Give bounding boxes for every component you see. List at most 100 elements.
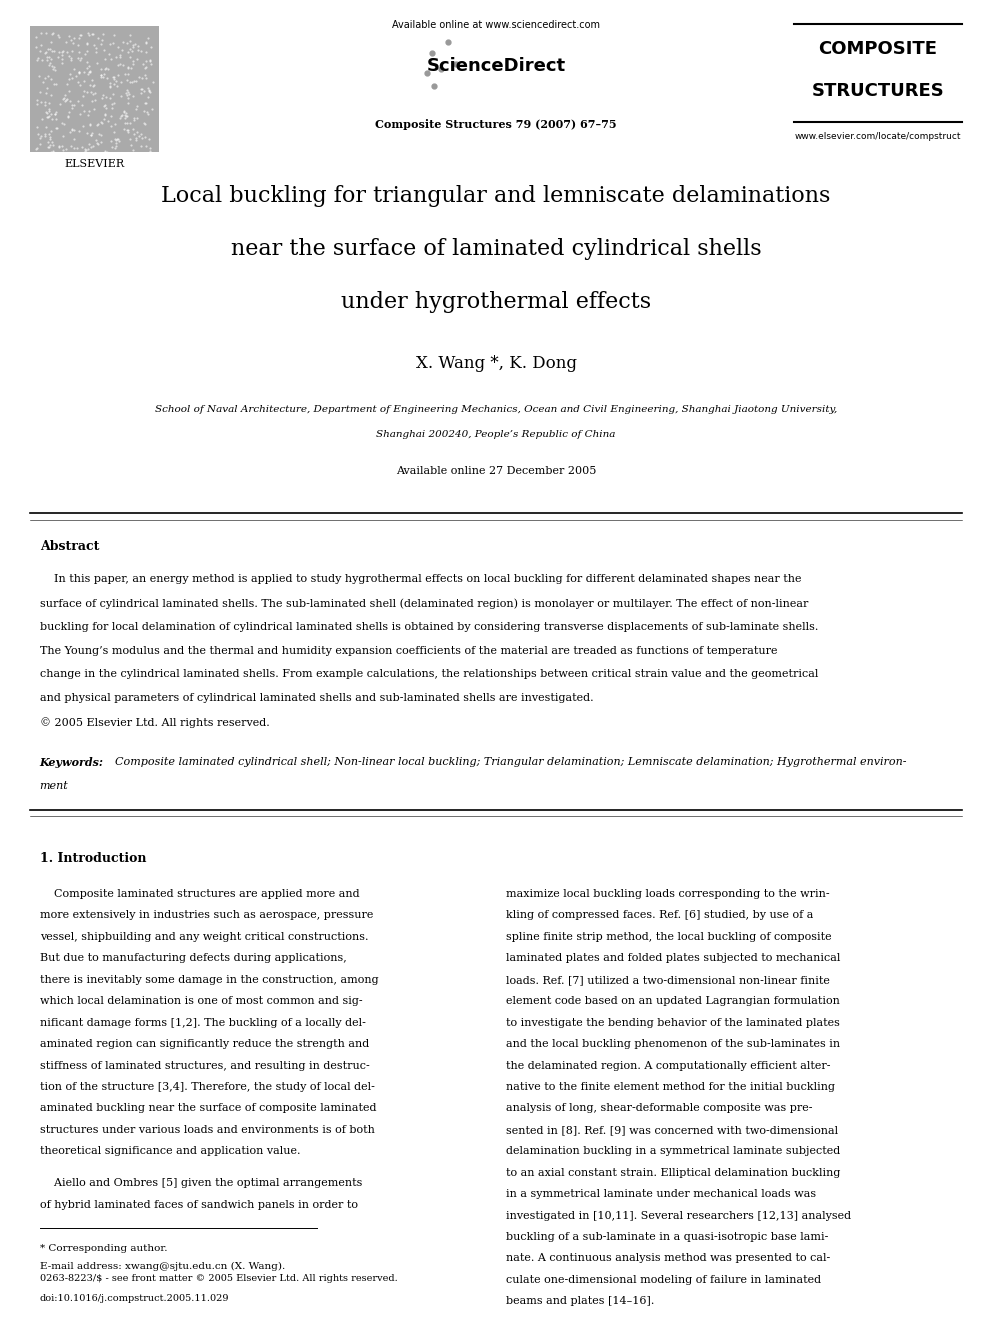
Point [104, 94, 120, 115]
Point [62, 64, 78, 85]
Point [125, 118, 141, 139]
Point [98, 97, 114, 118]
Point [64, 41, 80, 62]
Point [51, 26, 66, 48]
Point [128, 98, 144, 119]
Point [123, 128, 139, 149]
Point [138, 93, 154, 114]
Text: * Corresponding author.: * Corresponding author. [40, 1244, 168, 1253]
Text: Composite laminated structures are applied more and: Composite laminated structures are appli… [40, 889, 359, 900]
Point [102, 77, 118, 98]
Point [86, 74, 102, 95]
Point [46, 73, 62, 94]
Point [119, 112, 135, 134]
Point [133, 78, 149, 99]
Point [85, 75, 101, 97]
Point [83, 82, 99, 103]
Point [43, 38, 59, 60]
Point [95, 24, 111, 45]
Point [32, 41, 48, 62]
Point [96, 95, 112, 116]
Point [49, 118, 64, 139]
Point [77, 138, 93, 159]
Text: delamination buckling in a symmetrical laminate subjected: delamination buckling in a symmetrical l… [506, 1146, 840, 1156]
Point [44, 56, 60, 77]
Point [122, 38, 138, 60]
Point [137, 101, 153, 122]
Point [78, 140, 94, 161]
Point [93, 65, 109, 86]
Point [64, 94, 80, 115]
Text: sented in [8]. Ref. [9] was concerned with two-dimensional: sented in [8]. Ref. [9] was concerned wi… [506, 1125, 838, 1135]
Point [55, 49, 70, 70]
Point [69, 138, 85, 159]
Point [51, 25, 66, 46]
Point [85, 98, 101, 119]
Point [60, 42, 75, 64]
Point [40, 106, 56, 127]
Point [71, 28, 87, 49]
Point [137, 114, 153, 135]
Text: ment: ment [40, 781, 68, 791]
Text: COMPOSITE: COMPOSITE [818, 40, 937, 58]
Point [81, 101, 97, 122]
Point [57, 90, 72, 111]
Point [133, 135, 149, 156]
Point [79, 52, 95, 73]
Point [138, 32, 154, 53]
Text: which local delamination is one of most common and sig-: which local delamination is one of most … [40, 996, 362, 1007]
Point [46, 135, 62, 156]
Point [70, 42, 86, 64]
Point [45, 22, 61, 44]
Point [29, 49, 45, 70]
Point [112, 107, 128, 128]
Point [122, 46, 138, 67]
Point [137, 64, 153, 85]
Point [58, 139, 73, 160]
Point [43, 135, 59, 156]
Point [106, 73, 122, 94]
Point [92, 58, 108, 79]
Text: maximize local buckling loads corresponding to the wrin-: maximize local buckling loads correspond… [506, 889, 829, 900]
Point [39, 77, 55, 98]
Point [48, 103, 63, 124]
Point [61, 107, 76, 128]
Point [72, 25, 88, 46]
Point [138, 50, 154, 71]
Point [54, 112, 69, 134]
Point [55, 41, 70, 62]
Point [142, 138, 158, 159]
Point [84, 122, 100, 143]
Point [96, 64, 112, 85]
Point [44, 120, 60, 142]
Point [56, 89, 71, 110]
Point [138, 67, 154, 89]
Point [120, 64, 136, 85]
Point [40, 46, 56, 67]
Point [125, 36, 141, 57]
Text: and the local buckling phenomenon of the sub-laminates in: and the local buckling phenomenon of the… [506, 1039, 840, 1049]
Point [126, 53, 142, 74]
Point [63, 119, 79, 140]
Text: culate one-dimensional modeling of failure in laminated: culate one-dimensional modeling of failu… [506, 1275, 821, 1285]
Point [71, 120, 87, 142]
Point [80, 64, 96, 85]
Text: native to the finite element method for the initial buckling: native to the finite element method for … [506, 1082, 835, 1091]
Point [76, 101, 92, 122]
Point [80, 22, 96, 44]
Point [38, 91, 54, 112]
Point [30, 93, 46, 114]
Point [83, 22, 99, 44]
Text: Keywords:: Keywords: [40, 757, 104, 767]
Point [135, 54, 151, 75]
Point [32, 82, 48, 103]
Point [130, 34, 146, 56]
Point [110, 128, 126, 149]
Point [87, 89, 103, 110]
Point [45, 40, 61, 61]
Point [82, 114, 98, 135]
Point [95, 85, 111, 106]
Point [90, 28, 106, 49]
Point [47, 56, 62, 77]
Point [41, 99, 57, 120]
